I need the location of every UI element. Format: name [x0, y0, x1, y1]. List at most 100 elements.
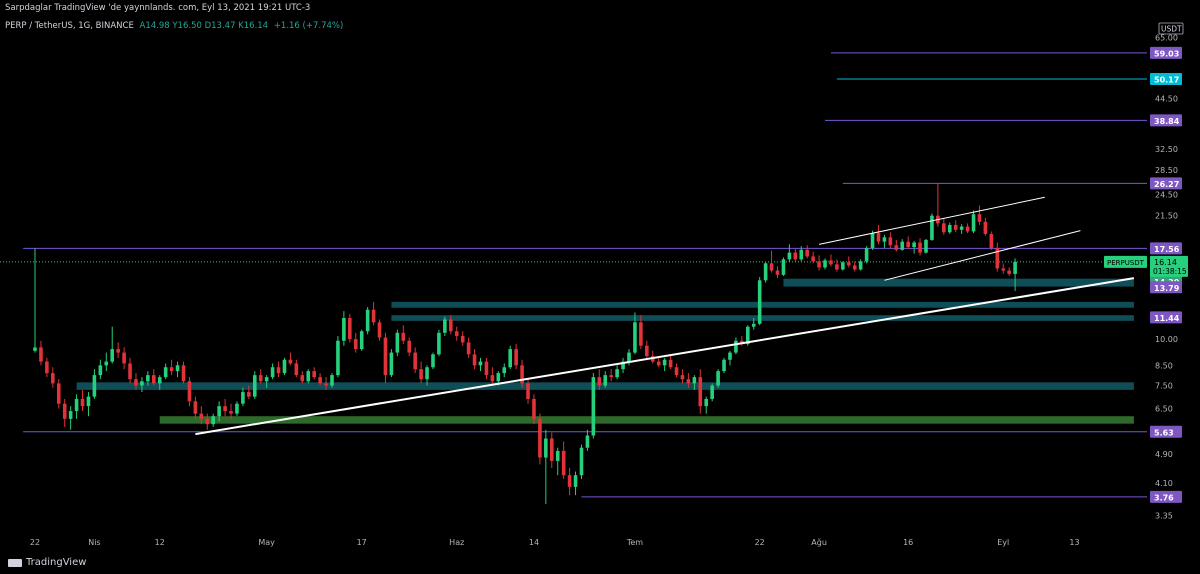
- candle: [793, 248, 798, 262]
- candle: [953, 220, 958, 233]
- candle: [858, 259, 863, 271]
- candle: [490, 367, 495, 384]
- level-price-label: 5.63: [1150, 425, 1182, 438]
- candle-body: [270, 367, 275, 378]
- candle: [995, 242, 1000, 272]
- candle-body: [544, 438, 548, 458]
- candle-body: [437, 332, 441, 355]
- candle-body: [561, 450, 566, 476]
- candle: [633, 312, 637, 355]
- candle: [698, 369, 703, 414]
- candle-body: [193, 401, 198, 414]
- y-tick-label: 24.50: [1155, 191, 1178, 200]
- candle: [86, 392, 91, 417]
- price-axis: 65.00 44.50 32.50 28.50 24.50 21.50 10.00 8.50 7…: [1104, 22, 1188, 520]
- candle-body: [478, 361, 483, 366]
- candle-body: [211, 416, 215, 425]
- candle-body: [686, 379, 691, 384]
- candle-body: [645, 345, 649, 357]
- candle-body: [532, 398, 536, 419]
- candle: [947, 222, 952, 234]
- candle: [443, 316, 447, 336]
- candle-body: [912, 242, 916, 248]
- candle: [294, 359, 299, 378]
- candle-body: [157, 377, 162, 384]
- x-tick-label: 14: [529, 538, 539, 547]
- candle: [92, 369, 97, 399]
- candle: [342, 311, 346, 346]
- candle: [413, 347, 417, 374]
- candle-body: [146, 375, 150, 382]
- candle: [585, 429, 590, 451]
- price-label-bg: [1150, 73, 1182, 86]
- y-tick-label: 44.50: [1155, 94, 1178, 103]
- candle: [1013, 258, 1017, 292]
- candle-body: [763, 263, 768, 281]
- candle-body: [965, 226, 970, 232]
- candle-body: [942, 223, 946, 233]
- candle-body: [656, 361, 661, 366]
- candle-body: [342, 318, 346, 341]
- candle-body: [924, 239, 928, 253]
- candle: [912, 240, 916, 254]
- candle-body: [496, 373, 501, 382]
- candle-body: [306, 371, 311, 382]
- candle-body: [407, 340, 412, 353]
- support-zone: [391, 301, 1134, 308]
- candle: [187, 377, 192, 407]
- level-price-label: 17.56: [1150, 242, 1182, 255]
- candle-body: [526, 383, 530, 399]
- candle: [692, 375, 697, 390]
- candle: [959, 224, 964, 234]
- candle-body: [971, 214, 976, 232]
- candle-body: [187, 381, 192, 402]
- candle: [900, 239, 905, 251]
- candle-body: [389, 352, 394, 376]
- candle-body: [377, 322, 382, 338]
- candle: [544, 429, 548, 504]
- candle-body: [371, 309, 376, 323]
- symbol-name[interactable]: PERP / TetherUS, 1G, BINANCE: [5, 21, 134, 31]
- candle-body: [62, 403, 67, 419]
- price-label-text: 3.76: [1154, 493, 1174, 502]
- candle: [639, 315, 643, 350]
- level-price-label: 26.27: [1150, 177, 1182, 190]
- candle: [45, 357, 49, 378]
- level-price-label: 50.17: [1150, 73, 1182, 86]
- candle-body: [1001, 268, 1006, 271]
- x-tick-label: 17: [357, 538, 367, 547]
- symbol-tag-text: PERPUSDT: [1107, 259, 1145, 267]
- price-label-text: 50.17: [1154, 76, 1179, 85]
- candle: [223, 398, 227, 417]
- candle-body: [947, 224, 952, 233]
- candle: [567, 467, 572, 496]
- candle-body: [906, 241, 910, 248]
- candle: [383, 332, 388, 384]
- y-tick-label: 21.50: [1155, 212, 1178, 221]
- candle: [918, 238, 922, 256]
- candle-body: [609, 375, 613, 378]
- candle: [894, 239, 899, 252]
- y-tick-label: 28.50: [1155, 166, 1178, 175]
- candle: [359, 329, 364, 351]
- candle-body: [882, 237, 887, 242]
- candle: [526, 379, 530, 404]
- candle-body: [710, 385, 714, 399]
- candles-layer: [33, 183, 1017, 504]
- candle-body: [591, 377, 596, 436]
- candle-body: [454, 331, 459, 336]
- candle-body: [989, 233, 994, 248]
- candle: [645, 340, 649, 360]
- candle: [876, 224, 881, 245]
- candle: [787, 244, 792, 263]
- candle-body: [169, 367, 174, 372]
- candle-body: [781, 259, 786, 275]
- candle-body: [538, 418, 542, 458]
- candle-body: [959, 226, 964, 230]
- price-label-text: 59.03: [1154, 49, 1179, 58]
- candle: [514, 344, 518, 370]
- price-label-bg: [1150, 242, 1182, 255]
- candle: [39, 340, 43, 366]
- candle: [799, 246, 804, 262]
